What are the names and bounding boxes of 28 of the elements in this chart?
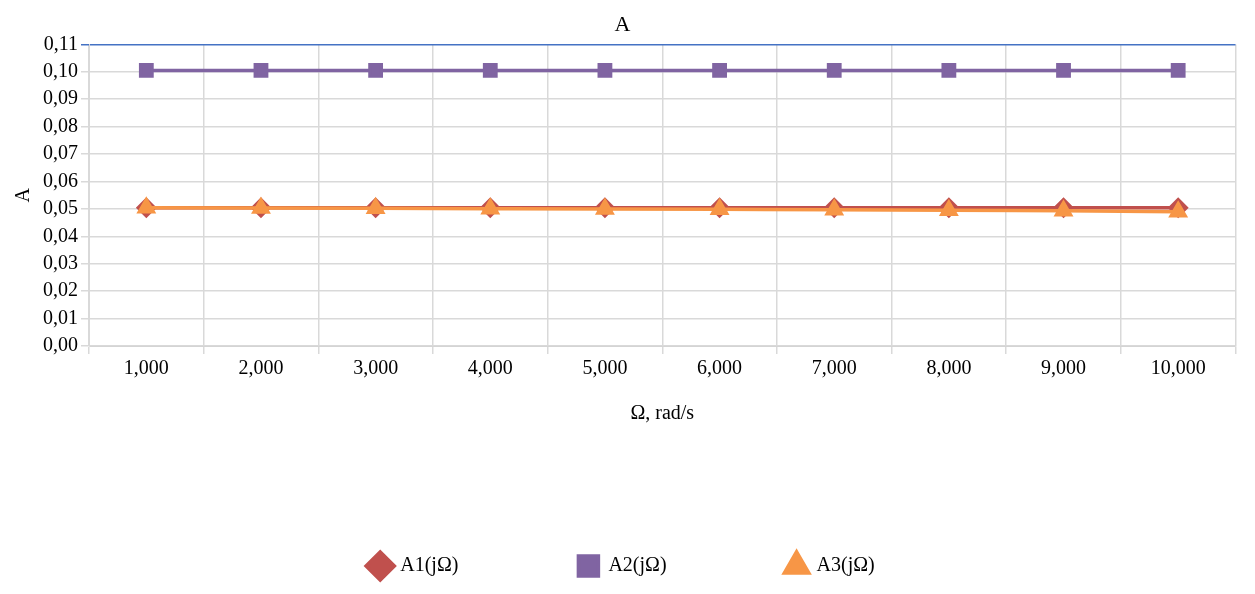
x-tick-label: 6,000 xyxy=(697,356,743,379)
y-tick-label: 0,11 xyxy=(43,31,78,54)
x-tick-label: 3,000 xyxy=(353,356,399,379)
x-tick-label: 5,000 xyxy=(582,356,628,379)
legend-label: A1(jΩ) xyxy=(400,553,459,577)
x-tick-label: 8,000 xyxy=(926,356,972,379)
chart-title: A xyxy=(614,10,631,36)
y-tick-label: 0,07 xyxy=(43,141,78,164)
legend-label: A2(jΩ) xyxy=(608,553,667,577)
x-tick-label: 1,000 xyxy=(123,356,169,379)
x-axis-title: Ω, rad/s xyxy=(630,401,695,424)
y-tick-label: 0,09 xyxy=(43,86,78,109)
y-tick-label: 0,06 xyxy=(43,168,78,191)
y-tick-label: 0,02 xyxy=(43,278,78,301)
y-tick-label: 0,08 xyxy=(43,113,78,136)
x-tick-label: 2,000 xyxy=(238,356,284,379)
y-tick-label: 0,10 xyxy=(43,59,78,82)
legend-label: A3(jΩ) xyxy=(816,553,875,577)
x-tick-label: 4,000 xyxy=(467,356,513,379)
y-tick-label: 0,00 xyxy=(43,333,78,356)
y-tick-label: 0,03 xyxy=(43,251,78,273)
y-axis-title: A xyxy=(11,187,34,203)
y-tick-label: 0,01 xyxy=(43,305,78,328)
y-tick-label: 0,04 xyxy=(43,223,78,246)
x-tick-label: 10,000 xyxy=(1150,356,1206,379)
x-tick-label: 9,000 xyxy=(1041,356,1087,379)
x-tick-label: 7,000 xyxy=(811,356,857,379)
y-tick-label: 0,05 xyxy=(43,196,78,219)
